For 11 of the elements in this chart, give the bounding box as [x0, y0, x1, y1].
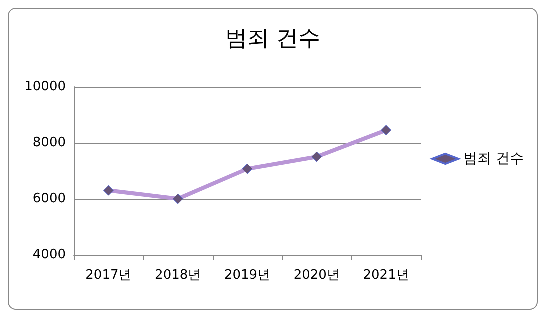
x-tick-label: 2020년: [294, 268, 340, 283]
x-tick-label: 2017년: [86, 268, 132, 283]
x-tick-label: 2018년: [155, 268, 202, 283]
y-tick-label: 4000: [32, 248, 66, 262]
y-tick-label: 10000: [24, 80, 66, 94]
y-tick-label: 8000: [32, 136, 66, 150]
x-tick-label: 2019년: [224, 268, 271, 283]
chart-title: 범죄 건수: [226, 26, 320, 52]
y-tick-label: 6000: [32, 192, 66, 206]
legend-label: 범죄 건수: [464, 151, 524, 167]
x-tick-label: 2021년: [363, 268, 410, 283]
